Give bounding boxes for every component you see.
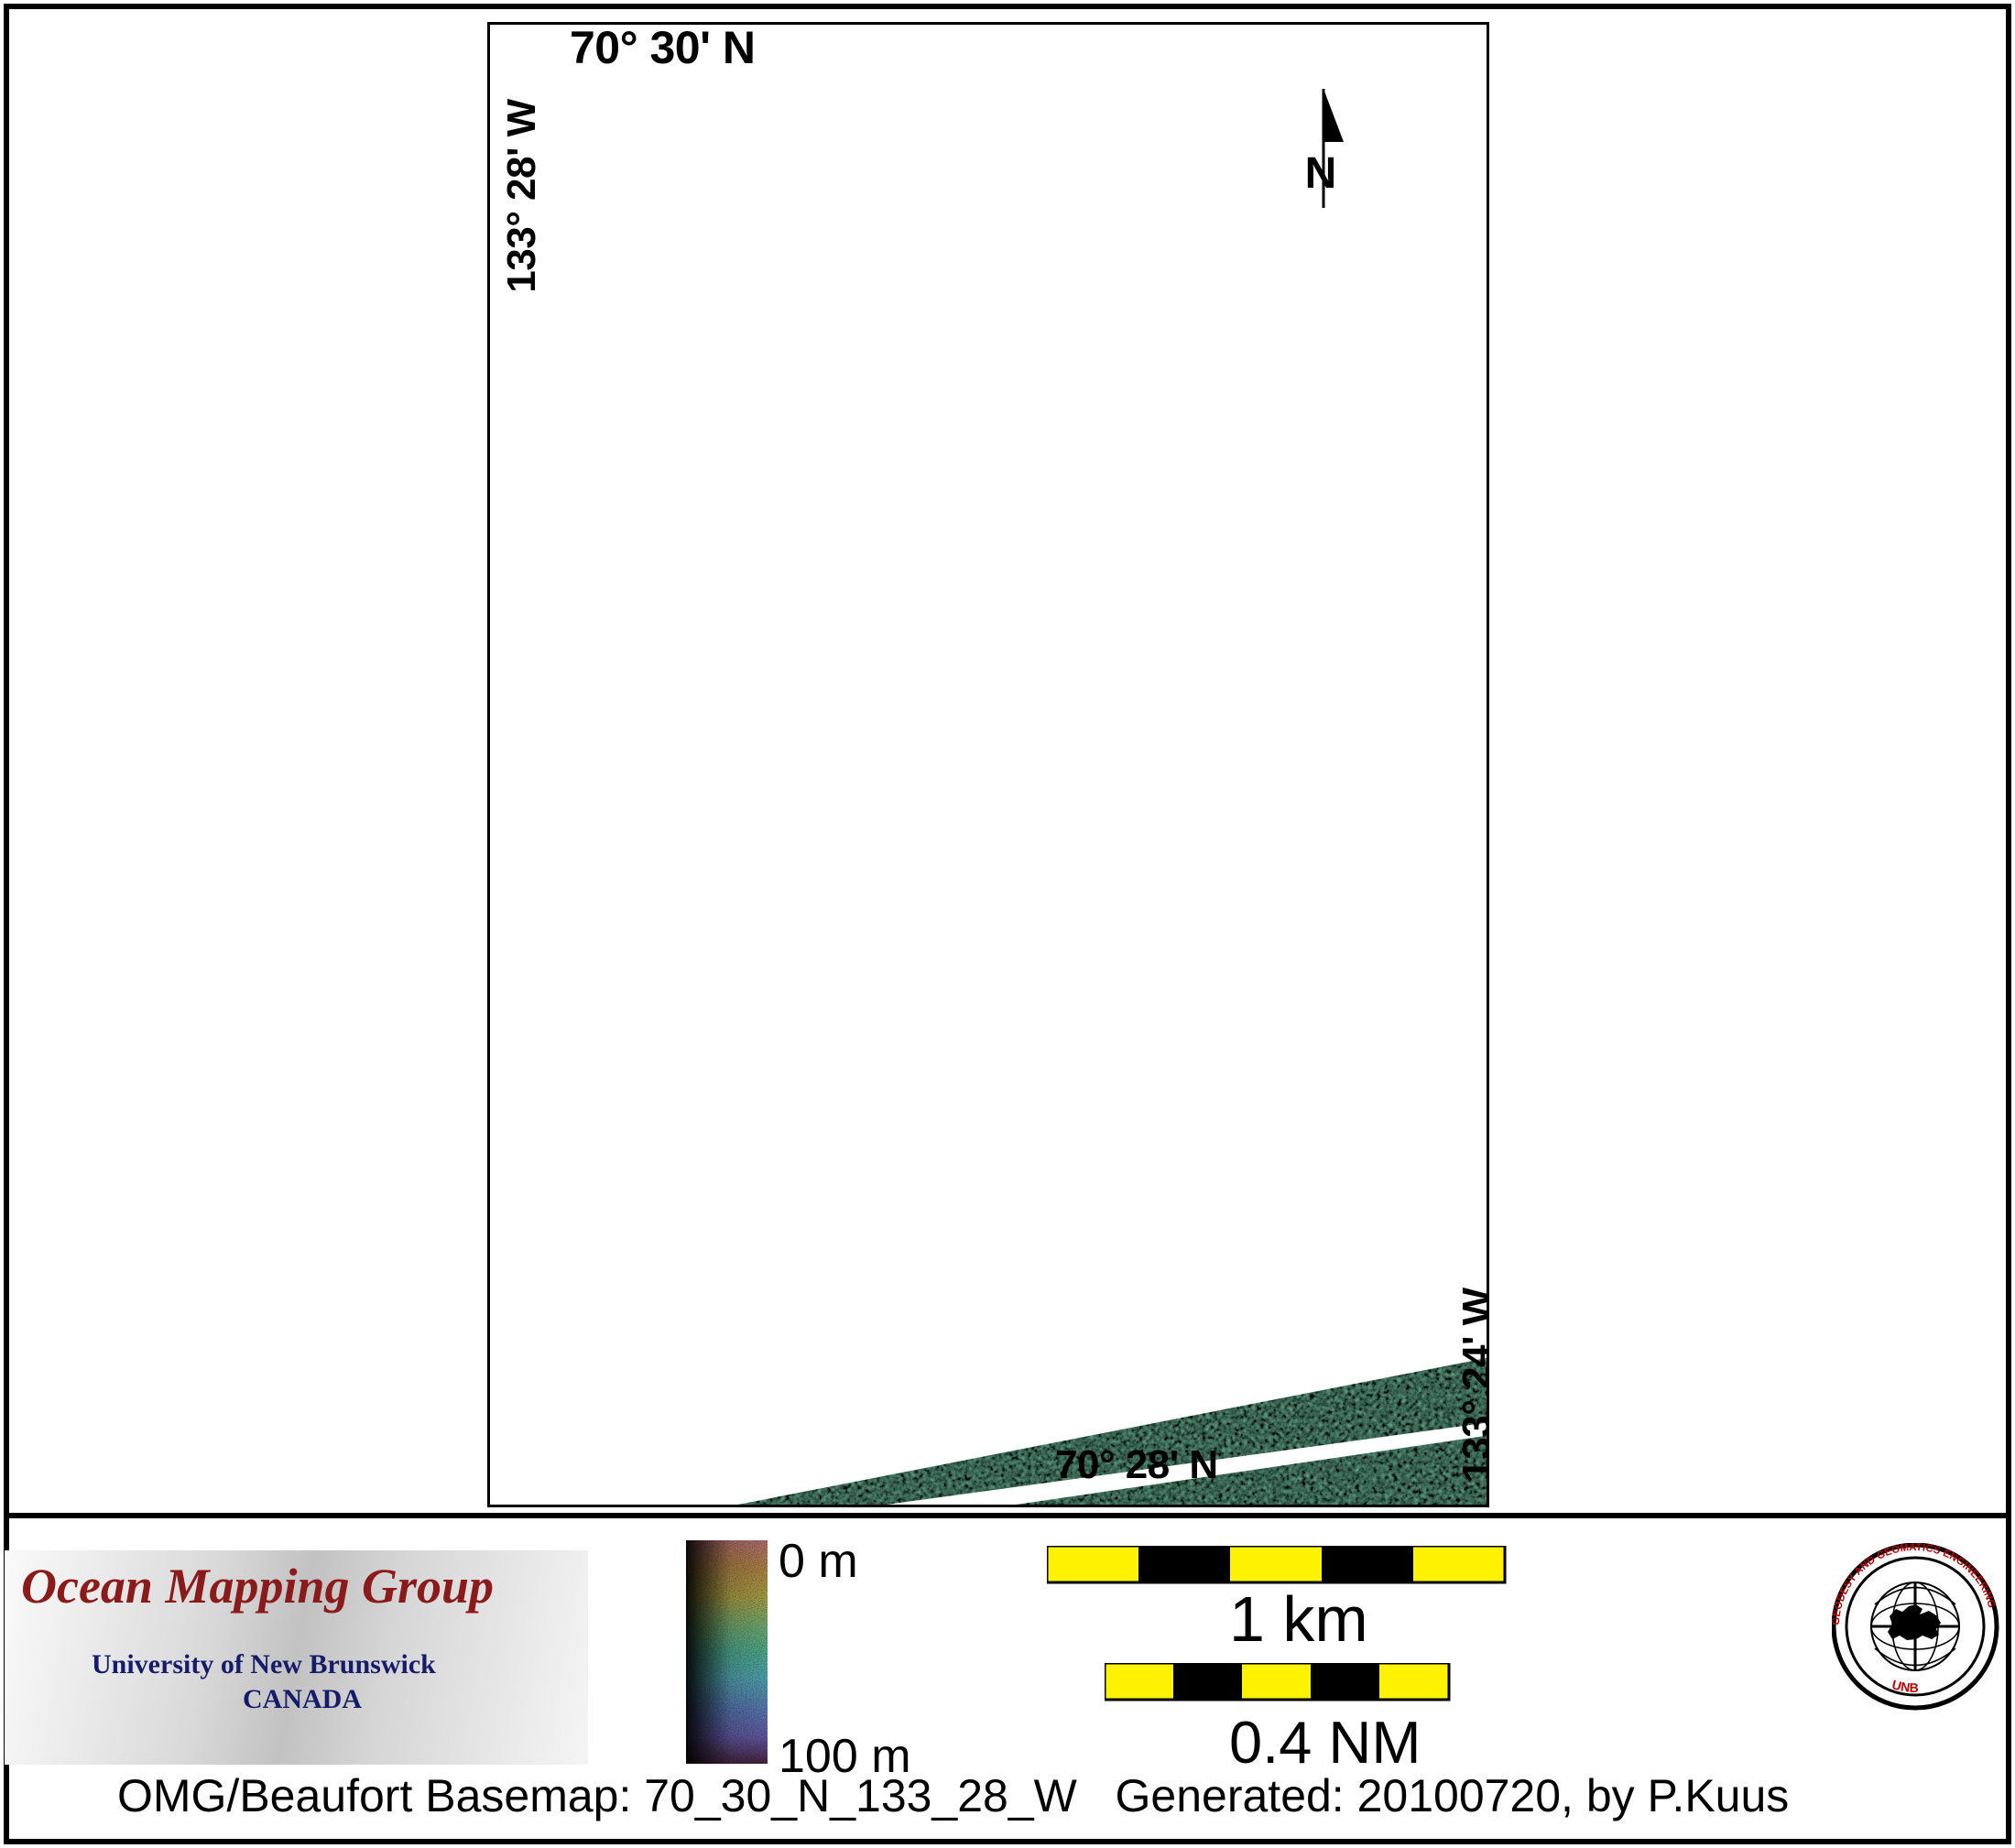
svg-text:N: N — [1305, 149, 1337, 198]
